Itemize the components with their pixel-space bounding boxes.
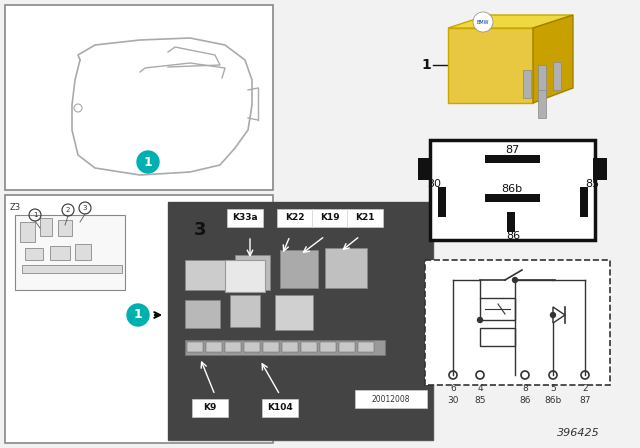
Bar — [168, 202, 433, 440]
Text: 2: 2 — [66, 207, 70, 213]
Bar — [262, 399, 298, 417]
Bar — [168, 202, 433, 440]
Bar — [485, 194, 540, 202]
Text: Z3: Z3 — [10, 203, 21, 212]
Bar — [22, 265, 122, 273]
Text: 8: 8 — [522, 384, 528, 393]
Bar — [206, 342, 222, 352]
Text: 87: 87 — [505, 145, 519, 155]
Bar — [280, 250, 318, 288]
Bar — [50, 246, 70, 260]
Bar — [227, 209, 263, 227]
Text: K22: K22 — [285, 214, 305, 223]
Bar — [355, 390, 427, 408]
Text: 2: 2 — [582, 384, 588, 393]
Circle shape — [137, 151, 159, 173]
Text: 6: 6 — [450, 384, 456, 393]
Bar — [235, 255, 270, 290]
Bar — [538, 90, 546, 118]
Bar — [282, 342, 298, 352]
Text: 85: 85 — [585, 179, 599, 189]
Polygon shape — [448, 15, 573, 28]
Bar — [507, 212, 515, 232]
Text: BMW: BMW — [477, 20, 489, 25]
Text: 30: 30 — [447, 396, 459, 405]
Bar — [593, 158, 607, 180]
Text: 1: 1 — [143, 155, 152, 168]
Text: 4: 4 — [477, 384, 483, 393]
Bar — [244, 342, 260, 352]
Bar — [20, 222, 35, 242]
Bar — [480, 298, 515, 320]
Bar — [523, 70, 531, 98]
Circle shape — [477, 318, 483, 323]
Bar — [5, 195, 273, 443]
Bar — [301, 342, 317, 352]
Bar — [325, 248, 367, 288]
Bar — [225, 342, 241, 352]
Circle shape — [513, 277, 518, 283]
Text: K19: K19 — [320, 214, 340, 223]
Text: 86: 86 — [506, 231, 520, 241]
Text: 3: 3 — [194, 221, 206, 239]
Text: 85: 85 — [474, 396, 486, 405]
Text: 30: 30 — [427, 179, 441, 189]
Bar — [448, 28, 533, 103]
Bar — [185, 300, 220, 328]
Bar — [553, 62, 561, 90]
Bar — [225, 260, 265, 292]
Bar — [187, 342, 203, 352]
Polygon shape — [553, 307, 565, 323]
Text: K21: K21 — [355, 214, 375, 223]
Bar — [312, 209, 348, 227]
Bar — [15, 215, 125, 290]
Bar — [418, 158, 432, 180]
Text: K104: K104 — [267, 404, 293, 413]
Text: 3: 3 — [83, 205, 87, 211]
Circle shape — [550, 313, 556, 318]
Bar — [75, 244, 91, 260]
Bar — [25, 248, 43, 260]
Bar — [185, 340, 385, 355]
Bar — [320, 342, 336, 352]
Bar — [339, 342, 355, 352]
Bar — [347, 209, 383, 227]
Text: 5: 5 — [550, 384, 556, 393]
Text: 1: 1 — [134, 309, 142, 322]
Text: 87: 87 — [579, 396, 591, 405]
Text: 20012008: 20012008 — [372, 395, 410, 404]
Text: K33a: K33a — [232, 214, 258, 223]
Bar — [538, 65, 546, 93]
Bar — [192, 399, 228, 417]
Bar — [485, 155, 540, 163]
Circle shape — [473, 12, 493, 32]
Polygon shape — [533, 15, 573, 103]
Bar — [430, 140, 595, 240]
Bar — [438, 187, 446, 217]
Bar — [40, 218, 52, 236]
Bar — [263, 342, 279, 352]
Bar — [185, 260, 230, 290]
Bar — [58, 220, 72, 236]
Bar — [5, 5, 273, 190]
Text: 86b: 86b — [501, 184, 523, 194]
Text: 396425: 396425 — [557, 428, 600, 438]
Circle shape — [127, 304, 149, 326]
Bar — [425, 260, 610, 385]
Bar — [480, 328, 515, 346]
Bar — [277, 209, 313, 227]
Text: 86b: 86b — [545, 396, 562, 405]
Text: 1: 1 — [33, 212, 37, 218]
Bar — [358, 342, 374, 352]
Text: 1: 1 — [421, 58, 431, 72]
Text: 86: 86 — [519, 396, 531, 405]
Bar — [275, 295, 313, 330]
Bar — [230, 295, 260, 327]
Bar — [580, 187, 588, 217]
Text: K9: K9 — [204, 404, 217, 413]
